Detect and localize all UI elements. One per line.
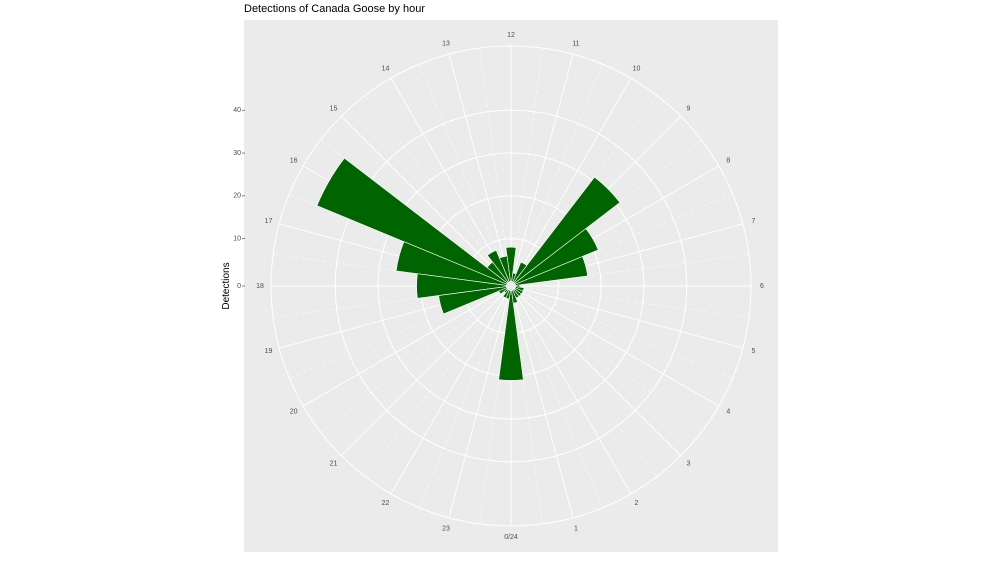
hour-tick-label: 3: [687, 460, 691, 467]
hour-tick-label: 14: [382, 65, 390, 72]
outer-gridline: [270, 45, 752, 527]
major-spoke: [515, 286, 743, 349]
hour-tick-label: 15: [330, 105, 338, 112]
hour-tick-label: 17: [265, 218, 273, 225]
y-tick-label: 40: [233, 107, 241, 114]
major-spoke: [390, 289, 510, 495]
minor-spoke: [289, 287, 507, 379]
major-spoke: [512, 289, 632, 495]
hour-tick-label: 1: [574, 525, 578, 532]
minor-spoke: [511, 290, 543, 524]
hour-tick-label: 23: [442, 525, 450, 532]
hour-tick-label: 11: [572, 40, 579, 47]
hour-tick-label: 0/24: [504, 534, 518, 541]
bars: [316, 157, 621, 381]
hour-tick-label: 13: [442, 40, 450, 47]
y-tick-label: 20: [233, 193, 241, 200]
chart-title: Detections of Canada Goose by hour: [244, 3, 425, 15]
hour-tick-label: 20: [290, 408, 298, 415]
hour-tick-label: 9: [687, 105, 691, 112]
hour-tick-label: 4: [726, 408, 730, 415]
y-tick-label: 10: [233, 236, 241, 243]
minor-spoke: [273, 254, 507, 286]
hour-tick-label: 6: [760, 283, 764, 290]
major-spoke: [513, 288, 682, 457]
hour-tick-label: 5: [751, 348, 755, 355]
minor-spoke: [479, 290, 511, 524]
hour-tick-label: 2: [635, 500, 639, 507]
hour-tick-label: 7: [751, 218, 755, 225]
major-spoke: [390, 77, 510, 283]
major-spoke: [448, 290, 511, 518]
y-tick-label: 30: [233, 150, 241, 157]
minor-spoke: [418, 64, 510, 282]
minor-spoke: [511, 48, 543, 282]
y-axis-title: Detections: [221, 262, 232, 309]
hour-tick-label: 8: [726, 157, 730, 164]
minor-spoke: [512, 64, 604, 282]
hour-tick-label: 21: [330, 460, 338, 467]
hour-tick-label: 18: [256, 283, 264, 290]
minor-spoke: [364, 289, 509, 477]
minor-spoke: [513, 289, 658, 477]
minor-spoke: [514, 288, 702, 433]
minor-spoke: [515, 254, 749, 286]
major-spoke: [511, 54, 574, 282]
major-spoke: [514, 287, 720, 407]
minor-spoke: [320, 288, 508, 433]
hour-tick-label: 19: [265, 348, 273, 355]
tick-labels: 0/24123456789101112131415161718192021222…: [233, 32, 764, 541]
major-spoke: [302, 287, 508, 407]
minor-spoke: [479, 48, 511, 282]
minor-spoke: [515, 287, 733, 379]
minor-spoke: [514, 139, 702, 284]
bar-hour-23: [505, 289, 511, 300]
minor-spoke: [515, 286, 749, 318]
hour-tick-label: 12: [507, 32, 515, 39]
hour-tick-label: 10: [633, 65, 641, 72]
major-spoke: [511, 290, 574, 518]
minor-spoke: [512, 290, 604, 508]
major-spoke: [340, 115, 509, 284]
minor-spoke: [513, 95, 658, 283]
hour-tick-label: 16: [290, 157, 298, 164]
y-tick-label: 0: [237, 283, 241, 290]
radial-gridline: [377, 152, 645, 420]
hour-tick-label: 22: [382, 500, 390, 507]
radial-gridline: [334, 109, 688, 463]
minor-spoke: [515, 193, 733, 285]
major-spoke: [340, 288, 509, 457]
minor-spoke: [273, 286, 507, 318]
minor-spoke: [364, 95, 509, 283]
major-spoke: [448, 54, 511, 282]
minor-spoke: [418, 290, 510, 508]
major-spoke: [512, 77, 632, 283]
